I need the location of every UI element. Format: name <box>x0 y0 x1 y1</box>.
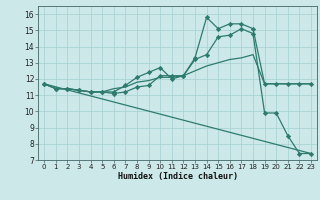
X-axis label: Humidex (Indice chaleur): Humidex (Indice chaleur) <box>118 172 238 181</box>
